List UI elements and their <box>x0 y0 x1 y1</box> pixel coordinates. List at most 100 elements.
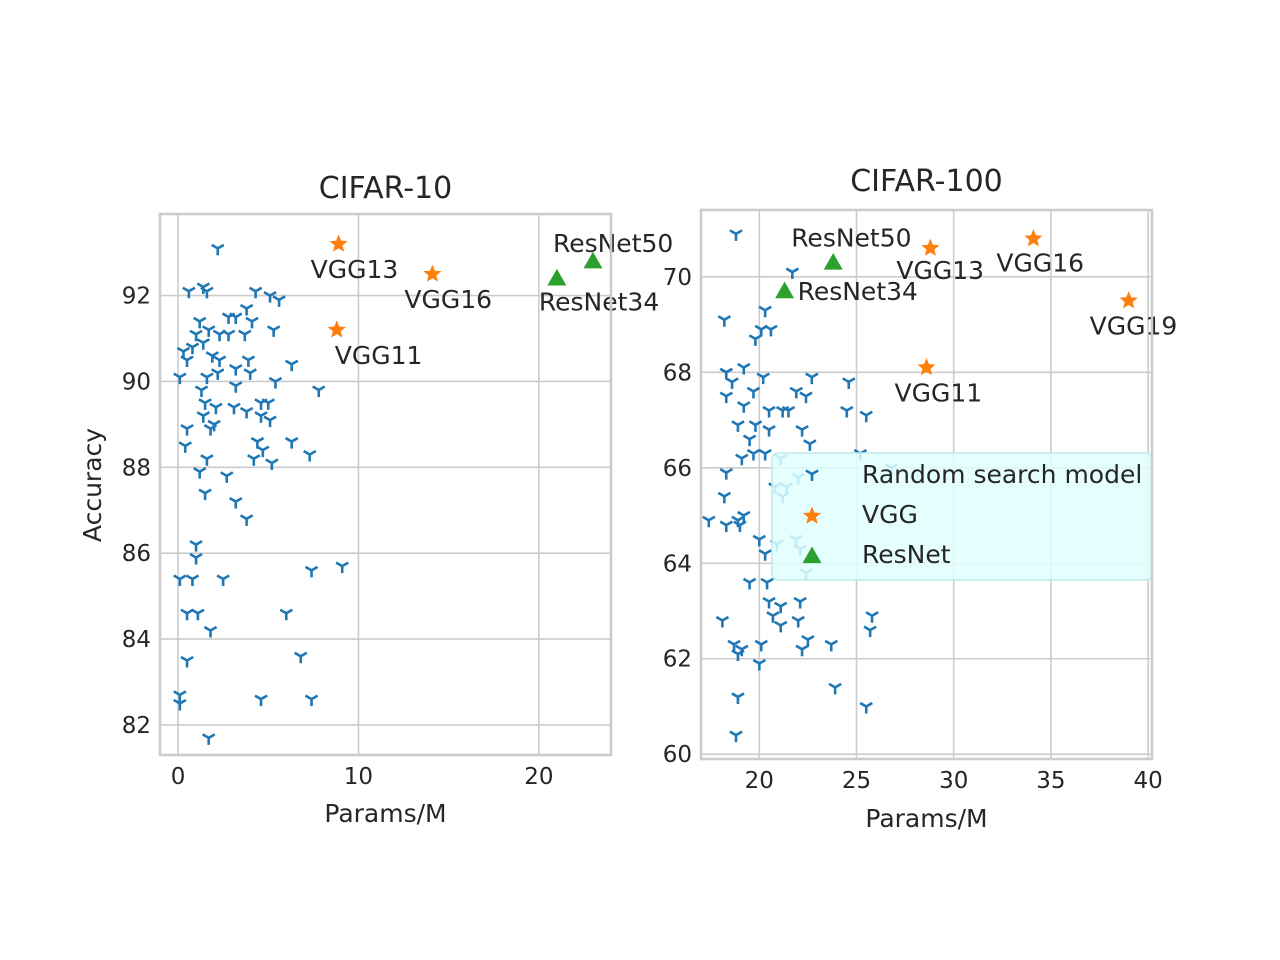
random-search-point <box>185 574 200 586</box>
random-search-point <box>773 620 788 633</box>
vgg-point <box>327 320 346 338</box>
vgg-point <box>917 358 936 376</box>
y-tick-label: 70 <box>663 265 692 291</box>
random-search-point <box>261 398 275 410</box>
random-search-point <box>729 229 743 241</box>
random-search-point <box>180 355 194 367</box>
random-search-point <box>209 402 223 415</box>
x-tick-label: 10 <box>344 764 373 790</box>
random-search-point <box>840 405 854 418</box>
random-search-point <box>762 596 776 609</box>
random-search-point <box>189 552 203 565</box>
y-tick-label: 68 <box>663 360 692 386</box>
point-label-vgg13: VGG13 <box>311 255 399 284</box>
random-search-point <box>859 701 873 714</box>
random-search-point <box>227 402 241 415</box>
y-tick-label: 66 <box>663 456 692 482</box>
random-search-point <box>702 515 716 528</box>
x-tick-label: 20 <box>524 764 553 790</box>
random-search-point <box>760 577 774 590</box>
point-label-vgg19: VGG19 <box>1090 312 1178 341</box>
vgg-point <box>423 264 442 282</box>
random-search-point <box>746 448 761 461</box>
random-search-point <box>229 381 243 393</box>
random-search-point <box>719 391 734 404</box>
random-search-point <box>828 682 842 695</box>
random-search-point <box>272 295 286 307</box>
axes-frame <box>699 208 1154 761</box>
legend-label-random-search: Random search model <box>862 460 1142 489</box>
x-tick-label: 35 <box>1036 768 1065 794</box>
y-tick-label: 62 <box>663 647 692 673</box>
point-label-vgg16: VGG16 <box>404 285 492 314</box>
y-tick-label: 88 <box>122 455 151 481</box>
random-search-point <box>785 267 800 280</box>
random-search-point <box>229 363 243 376</box>
legend-symbol <box>802 546 822 564</box>
random-search-point <box>212 355 227 367</box>
random-search-point <box>742 577 757 590</box>
random-search-point <box>194 385 209 398</box>
random-search-point <box>754 639 769 652</box>
random-search-point <box>335 561 349 574</box>
random-search-point <box>239 303 254 316</box>
random-search-point <box>312 385 326 398</box>
random-search-point <box>239 406 254 419</box>
random-search-point <box>773 601 788 614</box>
random-search-point <box>717 315 732 327</box>
point-label-resnet50: ResNet50 <box>791 224 911 253</box>
grid <box>160 214 611 755</box>
random-search-point <box>245 316 259 329</box>
random-search-point <box>196 338 211 350</box>
random-search-point <box>266 325 281 337</box>
y-tick-label: 90 <box>122 369 151 395</box>
legend-symbol <box>802 506 822 524</box>
vgg-point <box>1119 291 1138 309</box>
random-search-point <box>182 286 196 299</box>
random-search-point <box>715 615 730 628</box>
random-search-point <box>205 351 220 363</box>
random-search-point <box>735 453 749 466</box>
y-tick-label: 60 <box>663 742 692 768</box>
random-search-point <box>789 386 803 399</box>
random-search-point <box>865 611 879 623</box>
random-search-point <box>248 286 263 299</box>
random-search-point <box>737 401 751 413</box>
random-search-point <box>304 694 319 707</box>
random-search-point <box>201 733 216 745</box>
random-search-point <box>762 405 776 418</box>
plot-area <box>160 214 611 755</box>
random-search-point <box>758 305 772 318</box>
vgg-point <box>921 238 940 256</box>
random-search-point <box>758 448 772 461</box>
random-search-point <box>748 420 763 432</box>
legend: Random search model VGG ResNet <box>771 452 1153 581</box>
random-search-point <box>859 410 873 423</box>
x-axis-label: Params/M <box>865 804 987 833</box>
random-search-point <box>220 471 234 483</box>
x-tick-label: 20 <box>745 768 774 794</box>
point-label-resnet50: ResNet50 <box>553 229 673 258</box>
random-search-point <box>243 368 257 380</box>
random-search-point <box>180 424 194 436</box>
random-search-point <box>189 329 203 342</box>
random-search-point <box>731 420 745 432</box>
random-search-point <box>748 334 763 346</box>
random-search-point <box>196 411 211 423</box>
random-search-point <box>733 520 747 533</box>
random-search-point <box>284 436 299 449</box>
random-search-point <box>198 398 212 410</box>
random-search-point <box>180 655 194 668</box>
random-search-point <box>265 458 279 471</box>
random-search-point <box>304 565 319 578</box>
random-search-point <box>229 312 243 325</box>
random-search-point <box>791 615 805 628</box>
random-search-point <box>239 514 254 526</box>
random-search-point <box>731 649 745 661</box>
random-search-point <box>254 694 268 707</box>
random-search-point <box>762 424 776 437</box>
random-search-point <box>731 692 745 704</box>
point-label-vgg13: VGG13 <box>896 256 984 285</box>
